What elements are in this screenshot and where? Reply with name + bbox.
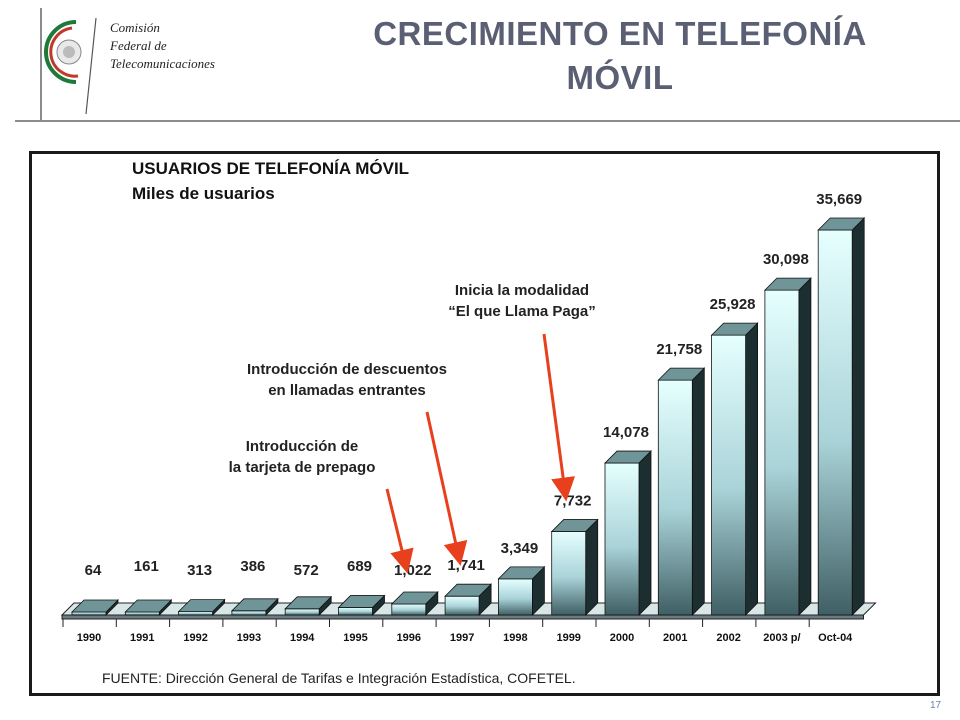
bar	[391, 603, 427, 616]
bar	[444, 595, 480, 616]
bar-chart: 64 1990 161 1991 313 1992 386 1993 572 1994 689 199…	[60, 191, 877, 644]
bar-side	[691, 367, 705, 616]
data-label: 689	[347, 558, 372, 575]
logo-text-line1: Comisión	[110, 20, 160, 35]
page-number: 17	[930, 700, 942, 711]
x-tick-label: 1997	[450, 632, 474, 644]
cofetel-logo: Comisión Federal de Telecomunicaciones	[38, 8, 258, 120]
annotation-arrow	[425, 411, 468, 566]
emblem-icon	[44, 17, 97, 115]
annotation-prepago-line2: la tarjeta de prepago	[228, 459, 376, 476]
bar-side	[638, 450, 652, 616]
bar-top	[497, 566, 546, 580]
x-tick-label: 1992	[183, 632, 207, 644]
annotation-descuentos-line2: en llamadas entrantes	[268, 382, 426, 399]
bar-top	[763, 277, 812, 291]
chart-title: USUARIOS DE TELEFONÍA MÓVIL	[132, 159, 410, 178]
data-label: 30,098	[763, 251, 809, 268]
annotation-descuentos-line1: Introducción de descuentos	[246, 361, 448, 378]
header-vertical-rule	[40, 8, 42, 120]
data-label: 313	[187, 562, 212, 579]
chart-frame: 64 1990 161 1991 313 1992 386 1993 572 1994 689 199…	[29, 151, 940, 696]
data-label: 14,078	[603, 424, 649, 441]
bar-top	[177, 599, 226, 613]
data-label: 1,022	[394, 562, 432, 579]
bar-top	[124, 599, 173, 613]
bar	[551, 531, 587, 616]
bar-top	[337, 595, 386, 608]
annotation-descuentos: Introducción de descuentos en llamadas e…	[202, 359, 492, 401]
bar-side	[585, 518, 599, 616]
x-tick-label: 2000	[610, 632, 634, 644]
bar	[338, 607, 373, 616]
bar-top	[230, 598, 279, 612]
header-horizontal-rule	[15, 120, 960, 122]
x-tick-label: 1994	[290, 632, 315, 644]
page-title-line2: MÓVIL	[566, 59, 674, 96]
data-label: 3,349	[501, 540, 539, 557]
bar-side	[851, 217, 865, 616]
bar-top	[817, 217, 866, 231]
bar-top	[604, 450, 652, 464]
bar	[124, 611, 160, 616]
bar-side	[745, 322, 758, 616]
annotation-arrow	[542, 333, 576, 502]
bar	[764, 289, 800, 616]
bar	[231, 610, 267, 616]
bar-top	[657, 367, 706, 381]
x-tick-label: 1995	[343, 632, 367, 644]
logo-text-line3: Telecomunicaciones	[110, 56, 215, 71]
page-title-line1: CRECIMIENTO EN TELEFONÍA	[373, 15, 867, 52]
bar	[497, 578, 533, 616]
x-tick-label: 2001	[663, 632, 687, 644]
bar	[711, 334, 746, 616]
annotation-prepago-line1: Introducción de	[245, 438, 359, 455]
x-tick-label: 2002	[716, 632, 740, 644]
x-tick-label: 1991	[130, 632, 154, 644]
source-note: FUENTE: Dirección General de Tarifas e I…	[102, 670, 576, 686]
chart-floor-edge	[61, 614, 864, 620]
bar	[657, 379, 693, 616]
page-title: CRECIMIENTO EN TELEFONÍA MÓVIL	[300, 12, 940, 100]
bar-top	[710, 322, 759, 336]
data-label: 35,669	[816, 191, 862, 208]
bar	[178, 611, 214, 616]
x-tick-label: 2003 p/	[763, 632, 800, 644]
data-label: 25,928	[710, 296, 756, 313]
bar	[604, 462, 640, 616]
bar-top	[390, 591, 439, 605]
x-tick-label: 1993	[237, 632, 261, 644]
data-label: 64	[85, 562, 102, 579]
data-label: 386	[240, 558, 265, 575]
x-tick-label: 1996	[397, 632, 421, 644]
chart-subtitle: Miles de usuarios	[132, 184, 275, 203]
x-tick-label: 1998	[503, 632, 527, 644]
bar-top	[71, 599, 119, 613]
x-tick-label: 1990	[77, 632, 101, 644]
x-tick-label: 1999	[556, 632, 580, 644]
data-label: 161	[134, 558, 159, 575]
bar	[71, 611, 107, 616]
bar	[817, 229, 853, 616]
data-label: 1,741	[447, 557, 485, 574]
annotation-cpp-line1: Inicia la modalidad	[454, 282, 590, 299]
logo-text-line2: Federal de	[110, 38, 167, 53]
data-label: 7,732	[554, 493, 592, 510]
annotation-el-que-llama-paga: Inicia la modalidad “El que Llama Paga”	[412, 280, 632, 322]
annotation-prepago: Introducción de la tarjeta de prepago	[192, 436, 412, 478]
annotation-arrow	[385, 488, 414, 574]
data-label: 21,758	[656, 341, 702, 358]
bar-top	[444, 583, 493, 597]
annotation-cpp-line2: “El que Llama Paga”	[448, 303, 596, 320]
data-label: 572	[294, 562, 319, 579]
bar-side	[798, 277, 812, 616]
bar-top	[550, 519, 599, 532]
x-tick-label: Oct-04	[818, 632, 853, 644]
bar-top	[284, 596, 333, 610]
bar	[284, 608, 320, 616]
